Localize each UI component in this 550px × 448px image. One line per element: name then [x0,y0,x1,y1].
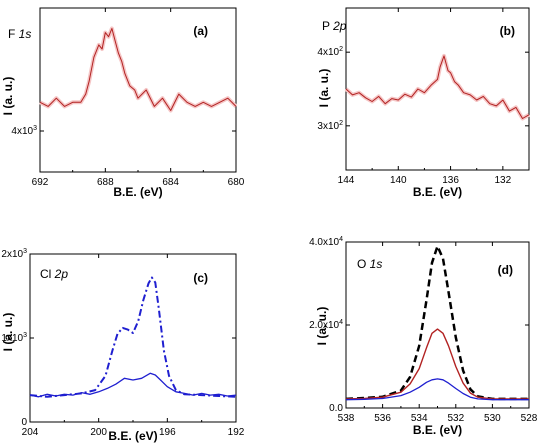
series-line [345,55,530,119]
panel-letter: (c) [193,271,208,285]
x-tick-label: 692 [32,177,49,188]
panel-letter: (b) [500,24,515,38]
chart-panel-b: 144 140 136 132 3x102 4x102 P 2p (b) B.E. (eV) I … [317,7,530,199]
x-axis-label: B.E. (eV) [413,423,462,437]
chart-panel-a: 692 688 684 680 4x103 F 1s (a) B.E. (eV) I (a. u… [1,7,245,199]
y-axis-label: I (a. u.) [315,307,329,346]
chart-panel-d: 538 536 534 532 530 528 0.0 2.0x104 4.0x104 O 1s (… [309,236,538,437]
x-tick-label: 534 [411,413,428,424]
y-tick-label: 3x102 [317,120,343,132]
x-tick-label: 140 [390,175,407,186]
x-tick-label: 144 [338,175,355,186]
y-axis-label: I (a. u.) [1,313,15,352]
series-line [29,372,237,398]
y-axis-label: I (a. u.) [1,77,15,116]
x-tick-label: 132 [495,175,512,186]
series-line [345,378,529,401]
x-tick-label: 136 [442,175,459,186]
x-axis-label: B.E. (eV) [113,185,162,199]
y-tick-label: 4.0x104 [309,236,343,248]
chart-panel-c: 204 200 196 192 0 1x103 2x103 Cl 2p (c) B.E. (eV)… [1,248,245,443]
x-tick-label: 680 [228,177,245,188]
x-tick-label: 196 [159,427,176,438]
panel-title: F 1s [8,27,31,41]
panel-title: O 1s [357,257,382,271]
x-tick-label: 204 [22,427,39,438]
y-tick-label: 1x103 [1,332,27,344]
panel-title: P 2p [322,19,347,33]
y-tick-label: 2.0x104 [309,319,343,331]
x-tick-label: 684 [162,177,179,188]
y-tick-label: 4x103 [11,125,37,137]
series-line [345,328,529,400]
y-tick-label: 0.0 [329,403,343,414]
x-axis-label: B.E. (eV) [108,429,157,443]
series-line [39,28,237,111]
panel-letter: (d) [498,263,513,277]
series-line [29,276,237,398]
x-tick-label: 536 [374,413,391,424]
panel-letter: (a) [193,24,208,38]
y-tick-label: 0 [21,417,27,428]
panel-title: Cl 2p [40,267,68,281]
x-tick-label: 688 [97,177,114,188]
x-tick-label: 530 [484,413,501,424]
x-tick-label: 200 [90,427,107,438]
x-tick-label: 532 [447,413,464,424]
series-halo [344,53,530,121]
x-tick-label: 192 [228,427,245,438]
y-tick-label: 4x102 [317,46,343,58]
y-axis-label: I (a. u.) [317,69,331,108]
y-tick-label: 2x103 [1,248,27,260]
x-axis-label: B.E. (eV) [413,185,462,199]
x-tick-label: 528 [521,413,538,424]
x-tick-label: 538 [338,413,355,424]
